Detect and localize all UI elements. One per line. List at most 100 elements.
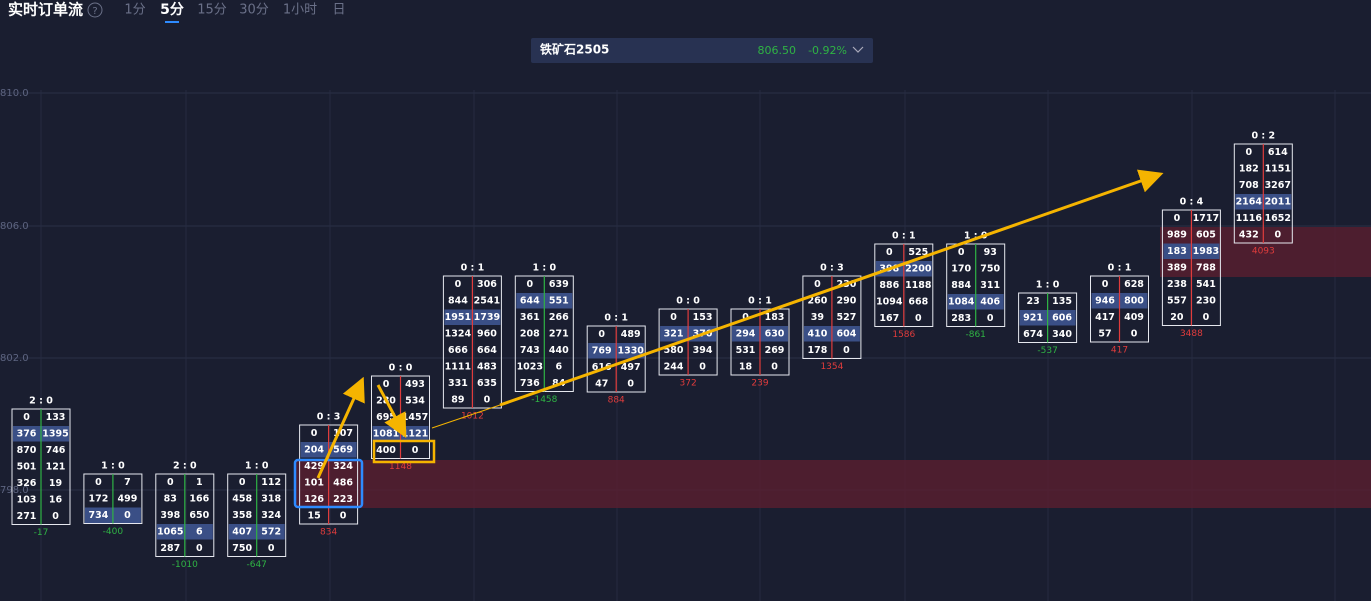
bid-volume: 83 bbox=[164, 493, 177, 504]
ask-volume: 605 bbox=[1196, 229, 1216, 240]
bid-volume: 238 bbox=[1167, 279, 1187, 290]
ask-volume: 269 bbox=[765, 345, 785, 356]
ask-volume: 630 bbox=[765, 328, 785, 339]
delta: 4093 bbox=[1252, 247, 1275, 257]
ask-volume: 0 bbox=[843, 345, 850, 356]
bid-volume: 294 bbox=[736, 328, 756, 339]
bid-volume: 15 bbox=[307, 510, 320, 521]
buy-sell-count: 1 : 0 bbox=[101, 461, 125, 472]
ask-volume: 650 bbox=[189, 510, 209, 521]
bid-volume: 580 bbox=[664, 345, 684, 356]
bid-volume: 287 bbox=[160, 543, 180, 554]
bid-volume: 0 bbox=[1102, 279, 1109, 290]
ask-volume: 0 bbox=[124, 510, 131, 521]
bid-volume: 47 bbox=[595, 378, 608, 389]
bid-volume: 0 bbox=[526, 279, 533, 290]
ask-volume: 440 bbox=[549, 345, 569, 356]
highlight-box bbox=[293, 458, 364, 509]
buy-sell-count: 0 : 1 bbox=[1108, 263, 1132, 274]
ask-volume: 230 bbox=[1196, 295, 1216, 306]
ask-volume: 1188 bbox=[905, 280, 932, 291]
bid-volume: 283 bbox=[951, 313, 971, 324]
timeframe-tab[interactable]: 1小时 bbox=[283, 3, 317, 18]
ask-volume: 668 bbox=[908, 296, 928, 307]
ask-volume: 664 bbox=[477, 345, 497, 356]
ask-volume: 6 bbox=[196, 526, 203, 537]
bid-volume: 101 bbox=[304, 477, 324, 488]
timeframe-tab[interactable]: 30分 bbox=[239, 3, 269, 18]
delta: 372 bbox=[680, 379, 697, 389]
timeframe-tab[interactable]: 5分 bbox=[160, 2, 184, 18]
bid-volume: 884 bbox=[951, 280, 971, 291]
ask-volume: 551 bbox=[549, 295, 569, 306]
bid-volume: 361 bbox=[520, 312, 540, 323]
ask-volume: 800 bbox=[1124, 295, 1144, 306]
price-label: 798.0 bbox=[0, 485, 29, 496]
bid-volume: 0 bbox=[1174, 213, 1181, 224]
delta: 239 bbox=[751, 379, 768, 389]
bid-volume: 358 bbox=[232, 510, 252, 521]
bid-volume: 398 bbox=[160, 510, 180, 521]
bid-volume: 376 bbox=[17, 428, 37, 439]
timeframe-tab[interactable]: 日 bbox=[332, 3, 345, 18]
bid-volume: 103 bbox=[17, 494, 37, 505]
ask-volume: 0 bbox=[1274, 229, 1281, 240]
buy-sell-count: 0 : 1 bbox=[461, 263, 485, 274]
buy-sell-count: 0 : 2 bbox=[1251, 131, 1275, 142]
ask-volume: 324 bbox=[261, 510, 281, 521]
ask-volume: 318 bbox=[261, 493, 281, 504]
bid-volume: 23 bbox=[1026, 296, 1039, 307]
ask-volume: 0 bbox=[771, 361, 778, 372]
delta: -537 bbox=[1037, 346, 1057, 356]
ask-volume: 290 bbox=[836, 295, 856, 306]
ask-volume: 6 bbox=[555, 361, 562, 372]
instrument-selector[interactable] bbox=[531, 38, 873, 63]
ask-volume: 266 bbox=[549, 312, 569, 323]
ask-volume: 406 bbox=[980, 296, 1000, 307]
ask-volume: 16 bbox=[49, 494, 63, 505]
bid-volume: 172 bbox=[88, 493, 108, 504]
ask-volume: 1717 bbox=[1193, 213, 1219, 224]
ask-volume: 483 bbox=[477, 361, 497, 372]
ask-volume: 135 bbox=[1052, 296, 1072, 307]
bid-volume: 0 bbox=[670, 312, 677, 323]
ask-volume: 0 bbox=[987, 313, 994, 324]
ask-volume: 153 bbox=[693, 312, 713, 323]
ask-volume: 324 bbox=[333, 461, 353, 472]
buy-sell-count: 0 : 1 bbox=[892, 231, 916, 242]
bid-volume: 531 bbox=[736, 345, 756, 356]
bid-volume: 432 bbox=[1239, 229, 1259, 240]
ask-volume: 0 bbox=[627, 378, 634, 389]
ask-volume: 525 bbox=[908, 247, 928, 258]
delta: 1354 bbox=[820, 362, 843, 372]
ask-volume: 541 bbox=[1196, 279, 1216, 290]
timeframe-tab[interactable]: 1分 bbox=[124, 3, 145, 18]
ask-volume: 1739 bbox=[474, 312, 500, 323]
ask-volume: 493 bbox=[405, 379, 425, 390]
bid-volume: 0 bbox=[383, 379, 390, 390]
ask-volume: 527 bbox=[836, 312, 856, 323]
bid-volume: 57 bbox=[1098, 328, 1111, 339]
delta: -1010 bbox=[172, 560, 198, 570]
delta: -1458 bbox=[531, 395, 557, 405]
selected-underline bbox=[165, 21, 179, 23]
bid-volume: 208 bbox=[520, 328, 540, 339]
bid-volume: 1111 bbox=[445, 361, 471, 372]
ask-volume: 340 bbox=[1052, 329, 1072, 340]
bid-volume: 0 bbox=[742, 312, 749, 323]
buy-sell-count: 0 : 3 bbox=[317, 412, 341, 423]
bid-volume: 331 bbox=[448, 378, 468, 389]
bid-volume: 1116 bbox=[1236, 213, 1263, 224]
bid-volume: 321 bbox=[664, 328, 684, 339]
instrument-name: 铁矿石2505 bbox=[540, 42, 609, 57]
bid-volume: 736 bbox=[520, 378, 540, 389]
ask-volume: 93 bbox=[984, 247, 997, 258]
help-icon[interactable] bbox=[87, 2, 103, 18]
ask-volume: 3267 bbox=[1265, 180, 1291, 191]
timeframe-tab[interactable]: 15分 bbox=[197, 3, 227, 18]
ask-volume: 0 bbox=[1131, 328, 1138, 339]
ask-volume: 1395 bbox=[42, 428, 68, 439]
bid-volume: 389 bbox=[1167, 262, 1187, 273]
